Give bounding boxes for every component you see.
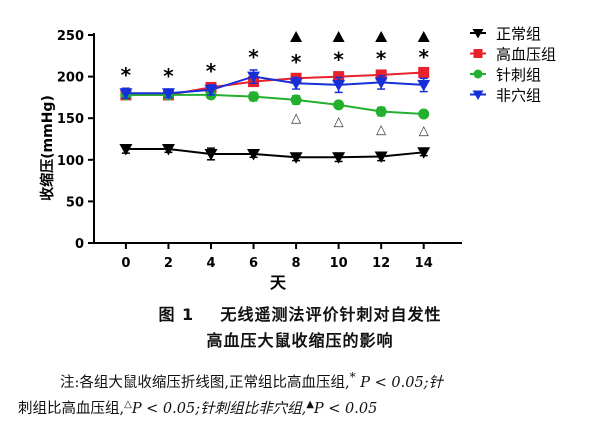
series-line (125, 93, 424, 116)
figure-note-line-1: 注:各组大鼠收缩压折线图,正常组比高血压组,* P < 0.05;针 (18, 364, 588, 396)
data-point (289, 152, 303, 164)
data-point (161, 143, 175, 156)
series-line (125, 75, 424, 95)
data-point (333, 99, 345, 111)
y-axis-label: 收缩压(mmHg) (39, 95, 56, 201)
data-point (332, 152, 346, 164)
filled-triangle-mark (375, 31, 388, 42)
note-p-2: P < 0.05;针刺组比非穴组, (131, 400, 307, 417)
figure-caption-line-2: 高血压大鼠收缩压的影响 (0, 327, 600, 351)
x-tick-label: 8 (292, 256, 301, 271)
y-tick-label: 150 (57, 112, 84, 127)
data-point (418, 66, 430, 78)
data-point (333, 71, 345, 83)
significance-star: * (291, 50, 302, 74)
series-0 (119, 143, 431, 164)
y-tick-label: 200 (57, 71, 84, 86)
series-layer (119, 66, 431, 164)
note-star-symbol: * (349, 370, 356, 384)
data-point (247, 148, 261, 161)
x-tick-label: 12 (372, 256, 390, 271)
x-tick-label: 0 (121, 256, 130, 271)
note-text-2: 刺组比高血压组, (18, 400, 125, 417)
significance-star: * (376, 47, 387, 71)
data-point (161, 88, 175, 100)
legend-swatch-marker (473, 69, 483, 79)
x-tick-label: 6 (249, 256, 258, 271)
axes: 0 50 100 150 200 250 0 2 4 6 8 10 12 14 (57, 29, 462, 271)
filled-triangle-mark (290, 31, 303, 42)
data-point (374, 151, 388, 163)
open-triangle-mark: △ (334, 114, 344, 129)
legend-swatch-marker (472, 29, 484, 39)
x-axis-label: 天 (270, 273, 287, 292)
legend-label: 正常组 (496, 25, 541, 43)
significance-star: * (333, 47, 344, 71)
significance-star: * (248, 45, 259, 69)
figure-title-part-2: 高血压大鼠收缩压的影响 (206, 331, 394, 350)
legend-label: 非穴组 (496, 87, 541, 105)
data-point (289, 78, 303, 90)
open-triangle-mark: △ (376, 123, 386, 138)
legend-swatch-marker (472, 90, 484, 100)
data-point (417, 79, 431, 92)
data-point (290, 94, 302, 106)
data-point (332, 79, 346, 92)
series-line (125, 147, 424, 159)
filled-triangle-mark (417, 31, 430, 42)
significance-star: * (163, 64, 174, 88)
legend-label: 高血压组 (496, 46, 556, 64)
note-text-1: 注:各组大鼠收缩压折线图,正常组比高血压组, (60, 374, 350, 391)
note-p-1: P < 0.05;针 (360, 374, 444, 391)
data-point (119, 143, 133, 156)
figure-caption-line-1: 图 1 无线遥测法评价针刺对自发性 (0, 301, 600, 325)
open-triangle-mark: △ (419, 124, 429, 139)
annotation-layer: * * * * * * * * △ △ △ △ (121, 31, 430, 139)
data-point (374, 77, 388, 89)
data-point (375, 69, 387, 81)
x-tick-label: 2 (164, 256, 173, 271)
data-point (204, 84, 218, 97)
x-tick-label: 10 (330, 256, 348, 271)
y-tick-label: 50 (66, 195, 84, 210)
note-filled-triangle-symbol: ▲ (306, 399, 314, 410)
significance-star: * (121, 63, 132, 87)
figure-title-part-1: 无线遥测法评价针刺对自发性 (220, 305, 442, 324)
data-point (119, 88, 133, 100)
filled-triangle-mark (332, 31, 345, 42)
significance-star: * (418, 45, 429, 69)
data-point (418, 108, 430, 120)
y-tick-label: 100 (57, 154, 84, 169)
y-tick-label: 250 (57, 29, 84, 44)
figure-number: 图 1 (158, 305, 195, 324)
significance-star: * (206, 59, 217, 83)
data-point (248, 91, 260, 103)
note-open-triangle-symbol: △ (124, 399, 132, 410)
figure-note-line-2: 刺组比高血压组,△P < 0.05;针刺组比非穴组,▲P < 0.05 (18, 392, 588, 422)
open-triangle-mark: △ (291, 111, 301, 126)
data-point (417, 147, 431, 159)
x-tick-label: 14 (415, 256, 433, 271)
y-tick-label: 0 (75, 237, 84, 252)
series-3 (119, 69, 431, 100)
legend-swatch-marker (473, 49, 483, 58)
x-tick-label: 4 (206, 256, 215, 271)
legend-label: 针刺组 (496, 66, 541, 84)
note-p-3: P < 0.05 (313, 400, 378, 417)
data-point (375, 106, 387, 118)
data-point (204, 148, 218, 161)
data-point (247, 71, 261, 84)
